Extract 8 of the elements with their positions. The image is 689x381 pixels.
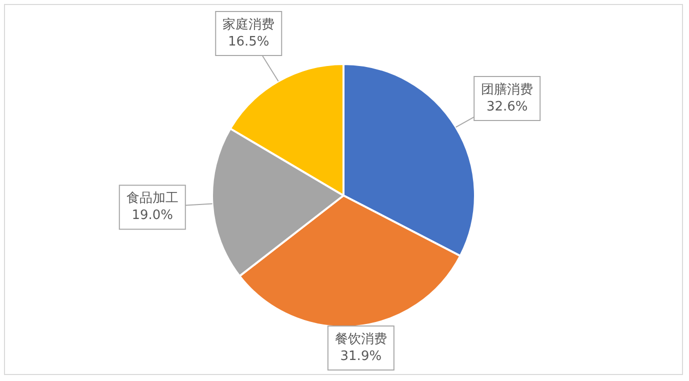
slice-label: 餐饮消费 [334,332,387,347]
slice-label: 家庭消费 [222,16,275,32]
data-label: 32.6% [486,99,528,114]
slice-label: 食品加工 [126,191,178,206]
data-label: 16.5% [228,34,270,50]
data-label: 31.9% [340,348,382,364]
data-label: 19.0% [132,208,174,224]
slice-label: 团膳消费 [481,81,534,98]
